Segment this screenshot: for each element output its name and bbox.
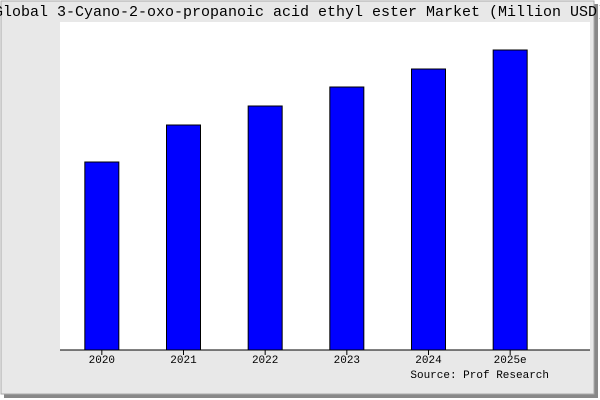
bar [247, 105, 283, 351]
x-tick-label: 2024 [415, 355, 442, 367]
x-tick-label: 2022 [252, 355, 278, 367]
x-tick-label: 2023 [334, 355, 360, 367]
bar [411, 68, 446, 351]
x-tick-label: 2020 [89, 355, 115, 367]
source: Source: Prof Research [410, 370, 549, 382]
bar [84, 161, 120, 351]
bar [329, 86, 365, 351]
bar [492, 49, 528, 351]
bar [166, 124, 201, 351]
x-tick-label: 2021 [170, 355, 197, 367]
chart-title: Global 3-Cyano-2-oxo-propanoic acid ethy… [0, 4, 600, 21]
x-tick-label: 2025e [494, 355, 527, 367]
